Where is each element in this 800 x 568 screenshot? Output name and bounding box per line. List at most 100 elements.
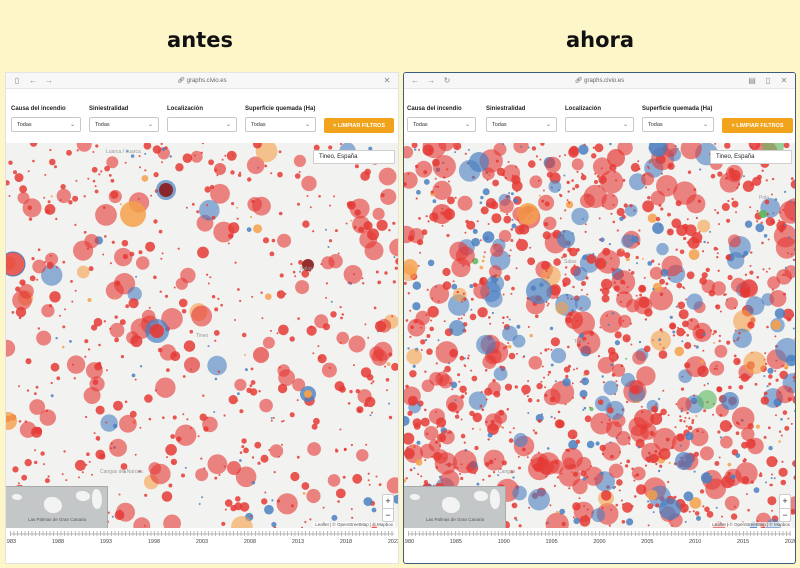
fire-bubble[interactable] — [364, 168, 372, 176]
fire-bubble[interactable] — [235, 466, 257, 488]
fire-bubble[interactable] — [788, 236, 791, 239]
fire-bubble[interactable] — [150, 324, 164, 338]
fire-bubble[interactable] — [239, 502, 250, 512]
fire-bubble[interactable] — [276, 290, 286, 299]
fire-bubble[interactable] — [509, 249, 512, 252]
fire-bubble[interactable] — [668, 461, 671, 465]
fire-bubble[interactable] — [343, 447, 347, 451]
fire-bubble[interactable] — [635, 473, 640, 477]
fire-bubble[interactable] — [658, 397, 661, 400]
fire-bubble[interactable] — [63, 450, 66, 453]
fire-bubble[interactable] — [306, 488, 321, 504]
fire-bubble[interactable] — [567, 429, 578, 440]
fire-bubble[interactable] — [135, 275, 138, 278]
fire-bubble[interactable] — [162, 416, 165, 420]
fire-bubble[interactable] — [413, 467, 416, 470]
fire-bubble[interactable] — [594, 143, 604, 153]
fire-bubble[interactable] — [527, 146, 530, 149]
fire-bubble[interactable] — [412, 281, 421, 290]
fire-bubble[interactable] — [770, 219, 776, 225]
fire-bubble[interactable] — [420, 349, 423, 351]
fire-bubble[interactable] — [37, 327, 40, 330]
fire-bubble[interactable] — [562, 378, 571, 387]
fire-bubble[interactable] — [561, 521, 566, 527]
fire-bubble[interactable] — [686, 271, 695, 280]
fire-bubble[interactable] — [622, 502, 633, 513]
fire-bubble[interactable] — [695, 415, 698, 418]
fire-bubble[interactable] — [363, 221, 373, 231]
fire-bubble[interactable] — [370, 382, 373, 385]
fire-bubble[interactable] — [774, 335, 777, 338]
fire-bubble[interactable] — [26, 389, 30, 392]
fire-bubble[interactable] — [191, 202, 195, 206]
fire-bubble[interactable] — [619, 300, 622, 303]
fire-bubble[interactable] — [459, 355, 465, 361]
fire-bubble[interactable] — [688, 510, 691, 513]
fire-bubble[interactable] — [731, 406, 755, 430]
fire-bubble[interactable] — [565, 200, 574, 209]
fire-bubble[interactable] — [407, 292, 410, 295]
fire-bubble[interactable] — [241, 438, 247, 444]
fire-bubble[interactable] — [350, 219, 353, 222]
fire-bubble[interactable] — [93, 317, 103, 327]
fire-bubble[interactable] — [679, 314, 682, 317]
fire-bubble[interactable] — [601, 375, 604, 378]
fire-bubble[interactable] — [444, 365, 451, 373]
fire-bubble[interactable] — [768, 267, 771, 270]
fire-bubble[interactable] — [49, 148, 52, 152]
fire-bubble[interactable] — [470, 297, 474, 301]
fire-bubble[interactable] — [269, 251, 275, 257]
fire-bubble[interactable] — [784, 265, 796, 279]
fire-bubble[interactable] — [19, 421, 37, 438]
fire-bubble[interactable] — [224, 508, 227, 511]
fire-bubble[interactable] — [511, 286, 515, 291]
fire-bubble[interactable] — [573, 368, 575, 371]
fire-bubble[interactable] — [293, 154, 306, 167]
fire-bubble[interactable] — [427, 259, 435, 267]
fire-bubble[interactable] — [452, 280, 455, 283]
fire-bubble[interactable] — [666, 228, 674, 236]
fire-bubble[interactable] — [345, 222, 348, 225]
fire-bubble[interactable] — [153, 275, 157, 280]
fire-bubble[interactable] — [592, 146, 596, 149]
fire-bubble[interactable] — [350, 508, 353, 511]
fire-bubble[interactable] — [731, 200, 739, 208]
fire-bubble[interactable] — [206, 204, 209, 207]
fire-bubble[interactable] — [538, 194, 541, 197]
fire-bubble[interactable] — [508, 254, 511, 257]
fire-bubble[interactable] — [340, 316, 343, 320]
fire-bubble[interactable] — [571, 179, 574, 182]
url-bar[interactable]: graphs.civio.es — [186, 78, 227, 84]
fire-bubble[interactable] — [459, 385, 467, 393]
fire-bubble[interactable] — [631, 467, 634, 471]
fire-bubble[interactable] — [393, 256, 396, 259]
fire-bubble[interactable] — [32, 259, 47, 274]
fire-bubble[interactable] — [493, 367, 508, 381]
fire-bubble[interactable] — [768, 445, 773, 451]
fire-bubble[interactable] — [197, 246, 209, 259]
fire-bubble[interactable] — [625, 292, 628, 295]
fire-bubble[interactable] — [110, 442, 113, 445]
fire-bubble[interactable] — [680, 143, 702, 160]
fire-bubble[interactable] — [773, 477, 776, 480]
fire-bubble[interactable] — [590, 412, 613, 435]
fire-bubble[interactable] — [301, 526, 303, 528]
fire-bubble[interactable] — [347, 281, 350, 284]
fire-bubble[interactable] — [46, 261, 54, 269]
fire-bubble[interactable] — [95, 435, 101, 441]
fire-bubble[interactable] — [584, 466, 604, 486]
fire-bubble[interactable] — [350, 443, 353, 447]
fire-bubble[interactable] — [567, 190, 570, 193]
fire-bubble[interactable] — [647, 489, 658, 501]
fire-bubble[interactable] — [626, 459, 631, 464]
fire-bubble[interactable] — [467, 264, 470, 267]
fire-bubble[interactable] — [783, 143, 790, 149]
fire-bubble[interactable] — [557, 230, 575, 248]
fire-bubble[interactable] — [582, 217, 584, 220]
fire-bubble[interactable] — [102, 253, 105, 256]
fire-bubble[interactable] — [675, 305, 678, 308]
fire-bubble[interactable] — [652, 282, 662, 292]
fire-bubble[interactable] — [512, 476, 515, 479]
fire-bubble[interactable] — [675, 452, 693, 470]
fire-bubble[interactable] — [566, 180, 570, 185]
